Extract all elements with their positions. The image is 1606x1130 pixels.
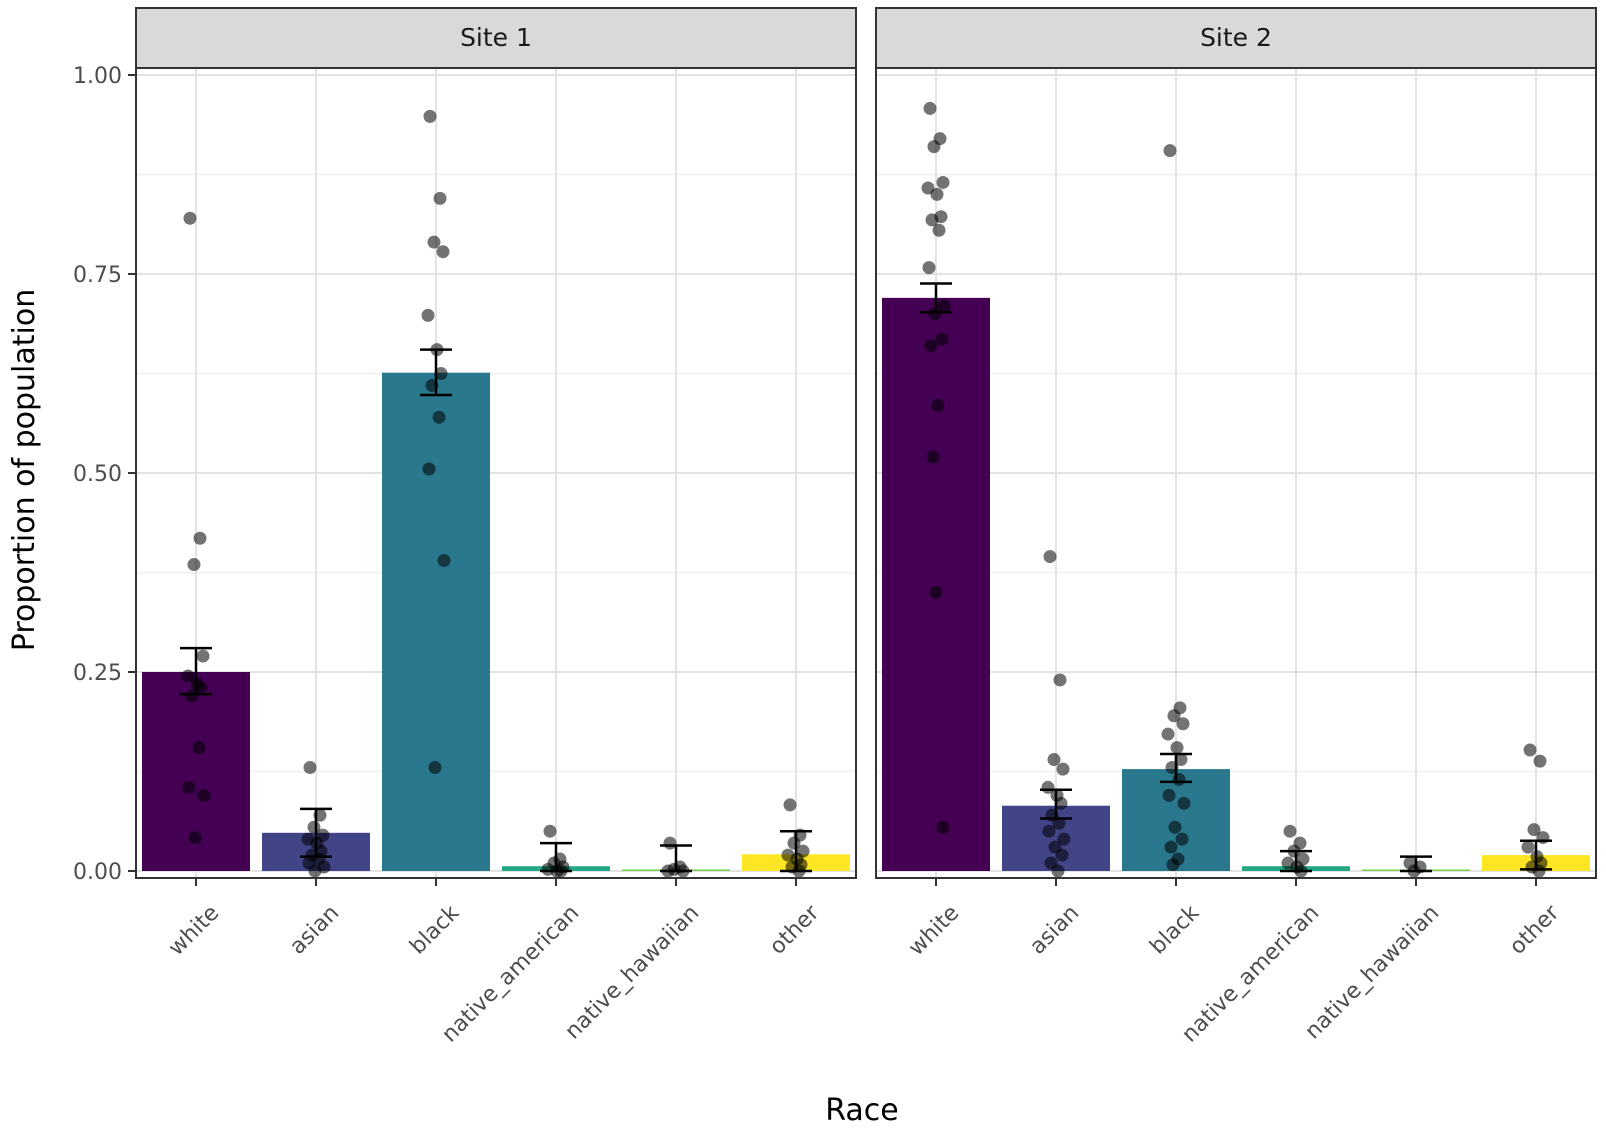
data-point [1172,772,1186,786]
data-point [931,398,945,412]
y-axis: 0.00 0.25 0.50 0.75 1.00 [73,64,136,885]
x-tick-label-black: black [405,900,464,959]
data-point [434,367,448,380]
data-point [1527,823,1541,837]
data-point [1054,796,1068,810]
data-point [923,101,937,115]
data-point [663,836,677,850]
data-point [1170,741,1184,755]
data-point [187,558,201,572]
data-point [1168,820,1182,834]
data-point [1521,840,1535,854]
data-point [935,332,949,346]
facet-strip [135,7,857,69]
x-tick-label-white: white [904,901,964,961]
data-point [1176,717,1190,731]
data-point [1043,550,1057,564]
data-point [921,181,935,195]
data-point [183,211,197,225]
data-point [1055,848,1069,862]
y-tick-label: 1.00 [73,64,122,89]
y-tick-label: 0.50 [73,462,122,487]
data-point [433,191,447,205]
data-point [194,681,208,695]
data-point [1052,816,1066,830]
data-point [1175,832,1189,846]
x-tick-label-native_hawaiian: native_hawaiian [561,901,705,1045]
data-point [192,741,206,755]
data-point [924,339,938,353]
data-point [1047,753,1061,767]
data-point [1164,840,1178,854]
facet-strip [875,7,1597,69]
y-tick-label: 0.75 [73,263,122,288]
data-point [1056,762,1070,776]
data-point [926,450,940,464]
data-point [1167,709,1181,723]
x-tick-label-asian: asian [285,901,344,960]
data-point [937,299,951,313]
data-point [929,585,943,599]
bar-white [882,297,990,871]
facet-strip-label: Site 2 [1200,23,1272,52]
x-tick-label-asian: asian [1025,901,1084,960]
data-point [1051,864,1065,878]
data-point [1163,144,1177,158]
data-point [196,649,210,663]
y-tick-label: 0.00 [73,860,122,885]
data-point [303,761,317,775]
data-point [188,831,202,845]
data-point [928,307,942,321]
y-axis-title: Proportion of population [7,289,42,651]
x-tick-label-other: other [765,900,825,960]
data-point [925,213,939,227]
bar-black [382,372,490,871]
data-point [1161,727,1175,741]
data-point [193,531,207,545]
data-point [1533,754,1547,768]
facet-strip-label: Site 1 [460,23,532,52]
data-point [422,462,436,476]
y-tick-label: 0.25 [73,661,122,686]
data-point [182,780,196,794]
data-point [1536,831,1550,845]
data-point [1283,824,1297,838]
data-point [1057,832,1071,846]
data-point [1532,864,1546,878]
data-point [1162,788,1176,802]
data-point [197,788,211,802]
data-point [927,140,941,154]
data-point [1053,673,1067,687]
data-point [1042,824,1056,838]
x-tick-label-other: other [1505,900,1565,960]
data-point [421,308,435,322]
data-point [432,410,446,424]
data-point [932,223,946,237]
data-point [436,245,450,259]
x-tick-label-native_hawaiian: native_hawaiian [1301,901,1445,1045]
x-tick-label-black: black [1145,900,1204,959]
x-axis-title: Race [825,1093,899,1128]
data-point [428,761,442,775]
data-point [1166,858,1180,872]
data-point [783,798,797,812]
data-point [437,554,451,568]
data-point [423,109,437,123]
data-point [308,864,322,878]
data-point [922,261,936,275]
data-point [936,175,950,189]
data-point [1174,753,1188,767]
data-point [930,187,944,201]
data-point [1177,796,1191,810]
x-tick-label-white: white [164,901,224,961]
data-point [543,824,557,838]
data-point [936,820,950,834]
data-point [1523,743,1537,757]
data-point [427,235,441,249]
data-point [181,669,195,683]
